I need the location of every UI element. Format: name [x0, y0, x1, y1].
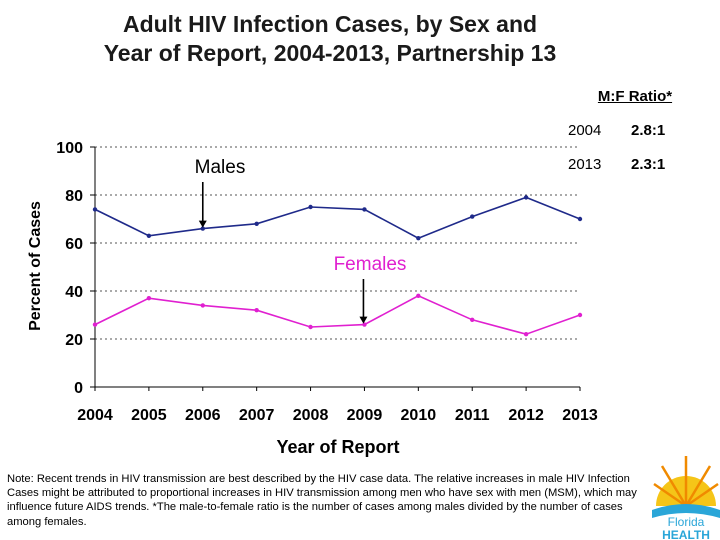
data-point-females	[416, 293, 421, 298]
data-point-females	[577, 312, 583, 318]
data-point-males	[308, 204, 313, 210]
logo-text-health: HEALTH	[662, 528, 710, 540]
data-point-males	[200, 226, 205, 231]
y-axis-label: Percent of Cases	[27, 201, 44, 331]
annotation-females: Females	[334, 254, 407, 275]
y-tick-label: 20	[65, 332, 83, 349]
data-point-females	[92, 322, 98, 327]
y-tick-label: 80	[65, 188, 83, 205]
title-line-1: Adult HIV Infection Cases, by Sex and	[122, 11, 538, 37]
x-tick-label: 2008	[293, 407, 329, 424]
data-point-males	[523, 195, 529, 200]
ratio-row-2013: 2013 2.3:1	[568, 156, 708, 173]
y-tick-label: 0	[74, 380, 83, 397]
footnote: Note: Recent trends in HIV transmission …	[7, 473, 637, 528]
data-point-males	[146, 233, 152, 238]
title-line-2: Year of Report, 2004-2013, Partnership 1…	[103, 40, 557, 66]
ratio-year: 2004	[568, 122, 602, 139]
chart-title: Adult HIV Infection Cases, by Sex and Ye…	[0, 10, 660, 68]
y-tick-label: 100	[56, 140, 83, 157]
data-point-females	[254, 308, 259, 313]
series-line-females	[94, 294, 581, 336]
data-point-females	[470, 317, 475, 322]
ratio-box: M:F Ratio* 2004 2.8:1 2013 2.3:1	[560, 88, 710, 173]
x-tick-label: 2009	[347, 407, 383, 424]
ratio-value: 2.8:1	[631, 122, 666, 139]
x-tick-label: 2013	[562, 407, 598, 424]
series-line-males	[94, 196, 581, 240]
x-tick-label: 2010	[401, 407, 437, 424]
x-tick-label: 2011	[455, 407, 490, 424]
data-point-males	[92, 207, 98, 212]
line-chart: 0 20 40 60 80 100 2004 2005 2006 2007 2008 2009 201…	[27, 140, 598, 457]
x-tick-label: 2004	[77, 407, 113, 424]
logo-text-florida: Florida	[668, 515, 705, 529]
y-tick-label: 60	[65, 236, 83, 253]
data-point-females	[523, 332, 529, 337]
x-tick-label: 2012	[508, 407, 544, 424]
x-tick-label: 2005	[131, 407, 167, 424]
florida-health-logo: Florida HEALTH	[652, 456, 720, 540]
annotation-males: Males	[195, 157, 246, 178]
data-point-females	[308, 324, 313, 330]
data-point-females	[200, 303, 205, 308]
arrowhead-icon	[359, 316, 368, 324]
ratio-year: 2013	[568, 156, 602, 173]
data-point-males	[416, 236, 421, 241]
x-tick-label: 2006	[185, 407, 221, 424]
ratio-heading: M:F Ratio*	[597, 88, 673, 105]
data-point-males	[470, 214, 475, 219]
x-tick-label: 2007	[239, 407, 275, 424]
data-point-males	[362, 207, 367, 212]
ratio-value: 2.3:1	[631, 156, 666, 173]
data-point-males	[254, 221, 259, 226]
data-point-females	[362, 322, 367, 327]
data-point-males	[577, 216, 583, 222]
ratio-row-2004: 2004 2.8:1	[568, 122, 708, 139]
data-point-females	[146, 296, 152, 301]
sun-icon	[652, 456, 720, 518]
y-tick-label: 40	[65, 284, 83, 301]
x-axis-label: Year of Report	[276, 437, 399, 457]
arrowhead-icon	[198, 220, 207, 228]
